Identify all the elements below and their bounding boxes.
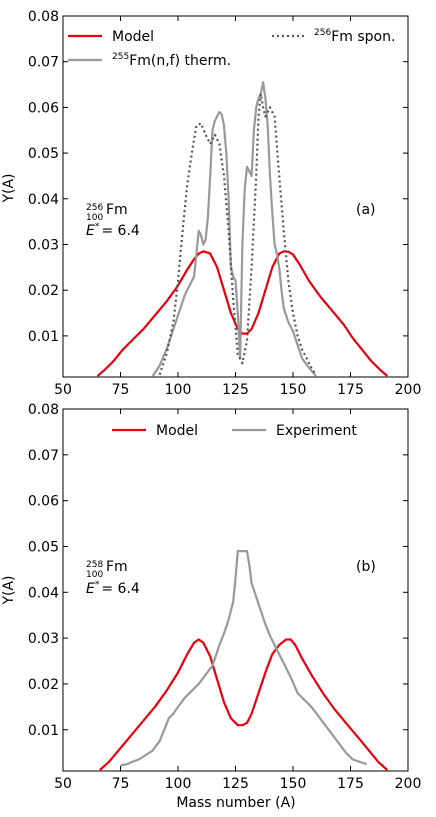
y-tick-label-b: 0.01 <box>28 723 59 739</box>
series-lines-a <box>96 81 389 377</box>
svg-text:258: 258 <box>86 560 103 570</box>
energy-annotation-b: E* = 6.4 <box>86 580 140 597</box>
y-tick-label-b: 0.04 <box>28 585 59 601</box>
legend-a: Model 255Fm(n,f) therm. 256Fm spon. <box>68 28 395 69</box>
series-lines-b <box>99 550 389 771</box>
y-axis-label-b: Y(A) <box>1 575 17 605</box>
x-axis-label-b: Mass number (A) <box>176 795 295 811</box>
legend-label-model-a: Model <box>112 29 154 45</box>
nucleus-annotation-a: 256 100 Fm <box>86 202 128 223</box>
legend-label-experiment-b: Experiment <box>276 423 357 439</box>
nucleus-annotation-b: 258 100 Fm <box>86 559 128 580</box>
svg-text:Fm: Fm <box>106 559 128 575</box>
y-tick-label-a: 0.07 <box>28 55 59 71</box>
y-tick-label-a: 0.01 <box>28 329 59 345</box>
panel-b: 50 75 100 125 150 175 200 0.01 0.02 0.03 0.04 0.05 0… <box>1 402 421 811</box>
x-tick-label-a: 75 <box>112 382 130 398</box>
x-tick-label-b: 75 <box>112 776 130 792</box>
ticks-a: 50 75 100 125 150 175 200 0.01 0.02 0.03 0.04 0.05 0… <box>28 9 422 398</box>
svg-text:Fm: Fm <box>106 202 128 218</box>
panel-a: 50 75 100 125 150 175 200 0.01 0.02 0.03 0.04 0.05 0… <box>1 9 421 398</box>
x-tick-label-b: 100 <box>165 776 192 792</box>
y-tick-label-a: 0.03 <box>28 237 59 253</box>
y-tick-label-a: 0.04 <box>28 192 59 208</box>
y-tick-label-b: 0.06 <box>28 494 59 510</box>
x-tick-label-a: 50 <box>54 382 72 398</box>
ticks-b: 50 75 100 125 150 175 200 0.01 0.02 0.03 0.04 0.05 0… <box>28 402 422 792</box>
series-line-a-0 <box>96 250 389 377</box>
y-tick-label-a: 0.02 <box>28 283 59 299</box>
svg-text:256: 256 <box>86 203 103 213</box>
x-tick-label-a: 175 <box>337 382 364 398</box>
legend-label-model-b: Model <box>156 423 198 439</box>
series-line-a-1 <box>151 81 317 377</box>
y-tick-label-a: 0.05 <box>28 146 59 162</box>
legend-b: Model Experiment <box>112 423 357 439</box>
series-line-b-1 <box>120 550 367 767</box>
x-tick-label-b: 200 <box>395 776 422 792</box>
legend-label-therm-a: 255Fm(n,f) therm. <box>112 52 231 69</box>
svg-text:100: 100 <box>86 570 103 580</box>
panel-label-b: (b) <box>356 559 376 575</box>
y-tick-label-b: 0.02 <box>28 677 59 693</box>
series-line-a-2 <box>158 92 317 376</box>
x-tick-label-a: 125 <box>222 382 249 398</box>
x-tick-label-a: 100 <box>165 382 192 398</box>
y-tick-label-b: 0.03 <box>28 631 59 647</box>
panel-label-a: (a) <box>356 202 376 218</box>
x-tick-label-a: 200 <box>395 382 422 398</box>
x-tick-label-b: 175 <box>337 776 364 792</box>
y-tick-label-b: 0.05 <box>28 539 59 555</box>
legend-label-spon-a: 256Fm spon. <box>314 28 395 45</box>
x-tick-label-b: 125 <box>222 776 249 792</box>
x-tick-label-a: 150 <box>280 382 307 398</box>
energy-annotation-a: E* = 6.4 <box>86 222 140 239</box>
x-tick-label-b: 50 <box>54 776 72 792</box>
x-tick-label-b: 150 <box>280 776 307 792</box>
series-line-b-0 <box>99 638 389 771</box>
y-tick-label-a: 0.08 <box>28 9 59 25</box>
y-axis-label-a: Y(A) <box>1 173 17 203</box>
svg-text:100: 100 <box>86 213 103 223</box>
y-tick-label-b: 0.07 <box>28 448 59 464</box>
y-tick-label-a: 0.06 <box>28 100 59 116</box>
y-tick-label-b: 0.08 <box>28 402 59 418</box>
